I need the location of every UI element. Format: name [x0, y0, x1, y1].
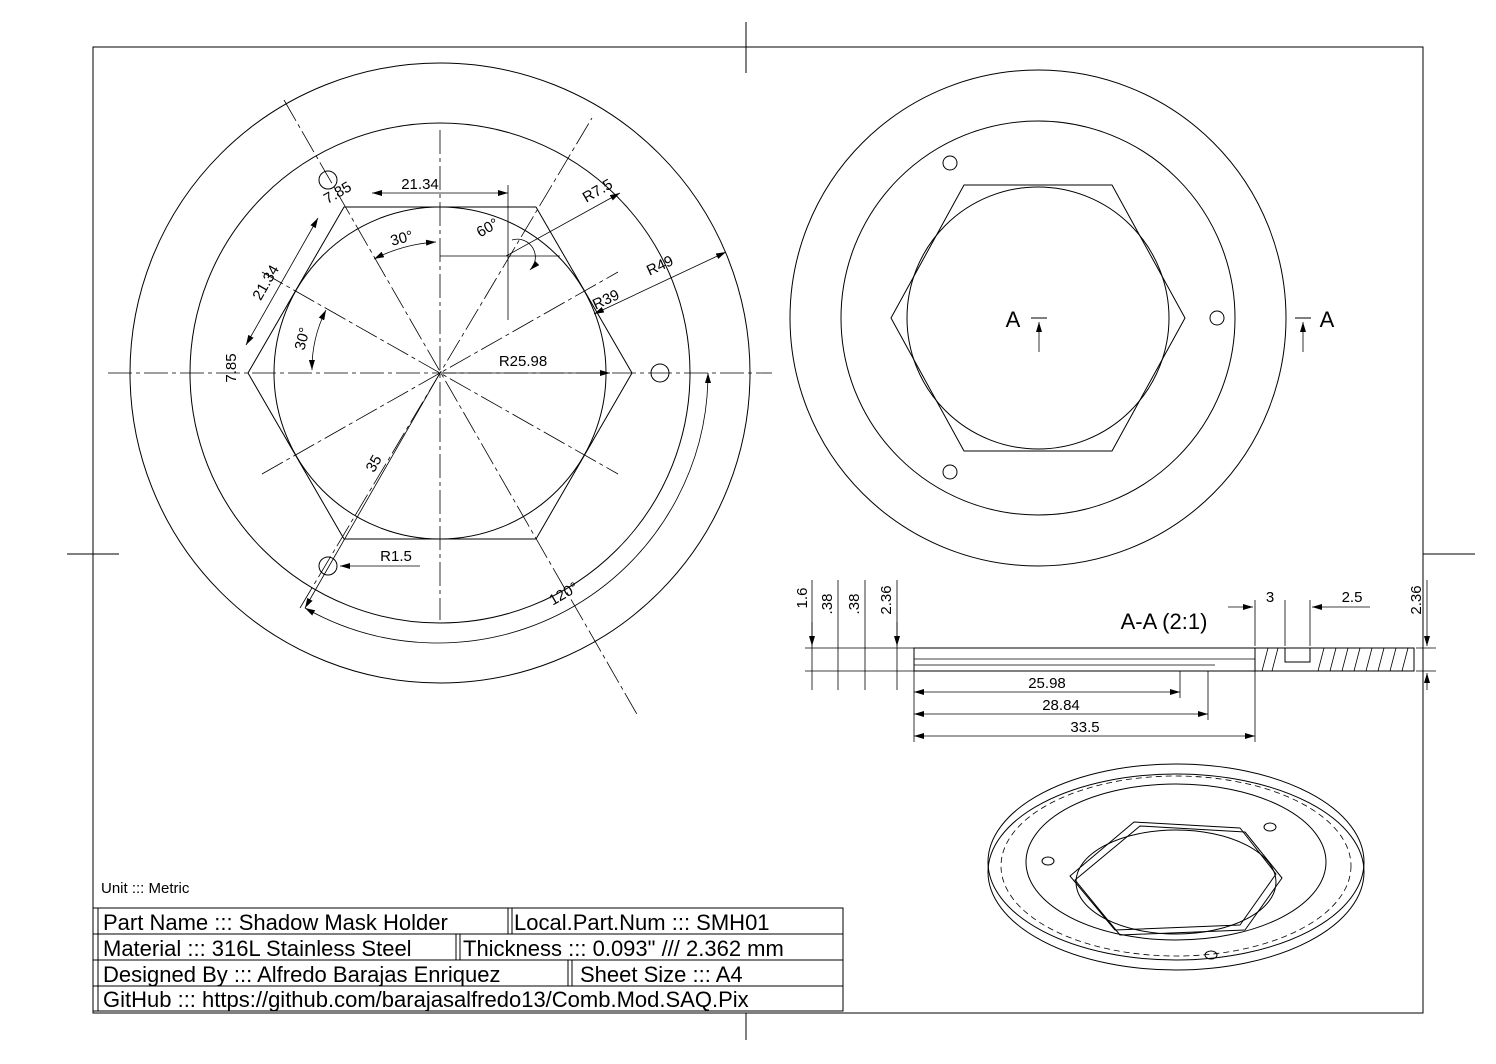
dim-v1: 1.6 [794, 588, 811, 609]
dim-r1-5: R1.5 [380, 548, 412, 565]
dim-w3: 3 [1266, 589, 1274, 606]
designed-by: Designed By ::: Alfredo Barajas Enriquez [103, 962, 500, 987]
hole-bottom [318, 556, 338, 576]
local-part-num: Local.Part.Num ::: SMH01 [514, 910, 770, 935]
dim-r25-98: R25.98 [499, 353, 547, 370]
section-title: A-A (2:1) [1121, 609, 1208, 634]
material: Material ::: 316L Stainless Steel [103, 936, 412, 961]
section-label-left: A [1006, 307, 1021, 332]
dim-flat-top: 21.34 [401, 176, 439, 193]
dim-corner-left: 7.85 [223, 353, 240, 382]
dim-l1: 25.98 [1028, 675, 1066, 692]
dim-w25: 2.5 [1342, 589, 1363, 606]
section-view: A-A (2:1) 1.6 .38 .38 2.36 [794, 580, 1436, 742]
dim-corner-top: 7.85 [321, 178, 355, 207]
unit-label: Unit ::: Metric [101, 880, 190, 897]
thickness: Thickness ::: 0.093" /// 2.362 mm [463, 936, 784, 961]
right-view: A A [789, 69, 1335, 567]
dim-35: 35 [363, 452, 386, 475]
isometric-view [987, 763, 1365, 971]
dim-r39: R39 [590, 286, 622, 313]
dim-v3: .38 [846, 594, 863, 615]
section-label-right: A [1320, 307, 1335, 332]
github-link[interactable]: GitHub ::: https://github.com/barajasalf… [103, 987, 749, 1012]
sheet-border [67, 22, 1475, 1040]
title-block: Unit ::: Metric Part Name ::: Shadow Mas… [92, 880, 844, 1012]
dim-flat-side: 21.34 [249, 262, 282, 303]
dim-angle-30-top: 30° [389, 228, 415, 250]
dim-angle-60: 60° [474, 215, 502, 241]
dim-angle-30-left: 30° [292, 326, 314, 352]
sheet-size: Sheet Size ::: A4 [580, 962, 743, 987]
dim-l3: 33.5 [1070, 719, 1099, 736]
dim-v-right: 2.36 [1408, 585, 1425, 614]
dim-r-corner: R7.5 [580, 176, 616, 207]
hole-top [318, 170, 338, 190]
front-view: 21.34 21.34 7.85 7.85 R7.5 60° 30° 30° R… [108, 62, 772, 717]
dim-v2: .38 [819, 594, 836, 615]
dim-l2: 28.84 [1042, 697, 1080, 714]
dim-v4: 2.36 [878, 585, 895, 614]
dim-r49: R49 [644, 252, 676, 279]
part-name: Part Name ::: Shadow Mask Holder [103, 910, 448, 935]
